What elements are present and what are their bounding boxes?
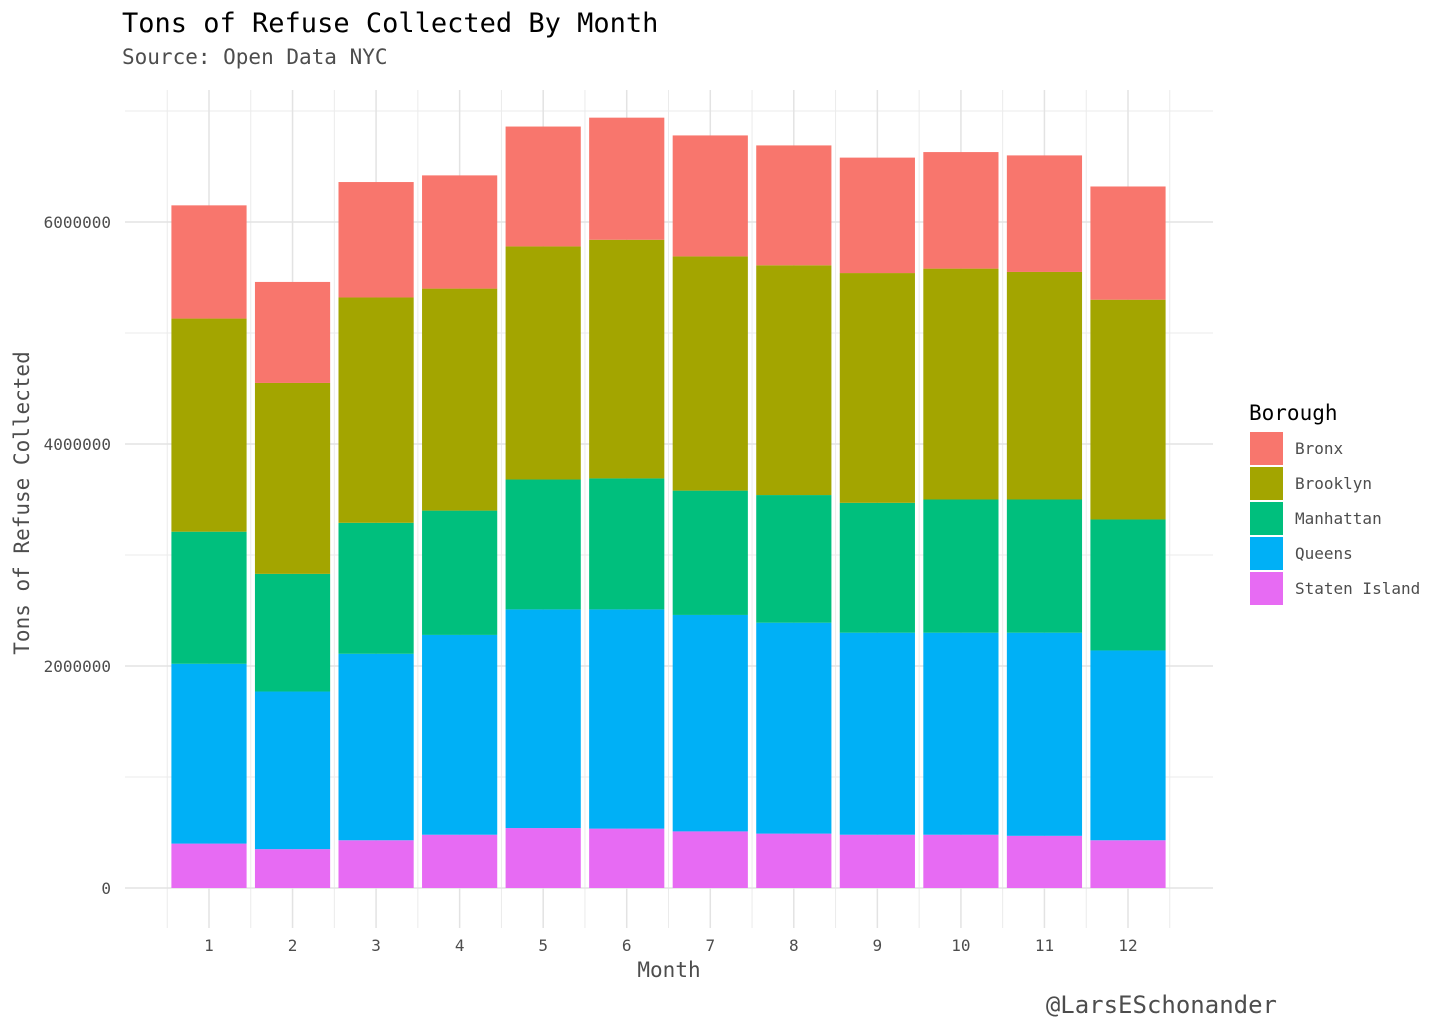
bar-brooklyn-month-10	[923, 268, 999, 500]
y-tick-label: 6000000	[44, 213, 111, 232]
bar-manhattan-month-9	[839, 502, 915, 633]
bar-staten-island-month-3	[338, 840, 414, 888]
bar-bronx-month-12	[1090, 186, 1166, 300]
bar-brooklyn-month-11	[1006, 271, 1083, 500]
x-axis-title: Month	[637, 958, 700, 982]
legend-key-queens	[1250, 537, 1283, 570]
bar-manhattan-month-12	[1090, 519, 1166, 651]
bar-bronx-month-1	[171, 205, 247, 319]
bar-bronx-month-9	[839, 157, 915, 274]
bar-brooklyn-month-4	[422, 288, 498, 511]
legend-label-brooklyn: Brooklyn	[1295, 474, 1372, 493]
y-tick-label: 0	[101, 879, 111, 898]
bar-brooklyn-month-6	[589, 239, 665, 479]
x-tick-label: 5	[538, 936, 548, 955]
x-tick-label: 6	[622, 936, 632, 955]
legend-key-bronx	[1250, 432, 1283, 465]
bar-queens-month-1	[171, 663, 247, 844]
legend-key-staten-island	[1250, 572, 1283, 605]
bar-queens-month-12	[1090, 650, 1166, 841]
bar-brooklyn-month-9	[839, 273, 915, 503]
bar-staten-island-month-1	[171, 843, 247, 888]
bar-brooklyn-month-1	[171, 318, 247, 532]
y-tick-label: 2000000	[44, 657, 111, 676]
bar-brooklyn-month-3	[338, 297, 414, 523]
bar-staten-island-month-12	[1090, 840, 1166, 888]
legend-key-brooklyn	[1250, 467, 1283, 500]
x-tick-label: 3	[371, 936, 381, 955]
x-axis-ticks: 1 2 3 4 5 6 7 8 9 10 11 12	[204, 936, 1137, 955]
bar-queens-month-7	[672, 614, 748, 832]
bar-staten-island-month-5	[505, 828, 581, 888]
bar-manhattan-month-1	[171, 531, 247, 664]
bar-staten-island-month-11	[1006, 835, 1083, 888]
legend-label-staten-island: Staten Island	[1295, 579, 1420, 598]
y-axis-ticks: 0 2000000 4000000 6000000	[44, 213, 111, 898]
bar-manhattan-month-5	[505, 479, 581, 610]
bar-brooklyn-month-5	[505, 246, 581, 480]
bar-bronx-month-7	[672, 135, 748, 257]
y-tick-label: 4000000	[44, 435, 111, 454]
bar-staten-island-month-9	[839, 834, 915, 888]
bar-brooklyn-month-8	[756, 265, 832, 496]
bar-manhattan-month-2	[254, 573, 331, 692]
x-tick-label: 4	[455, 936, 465, 955]
legend-label-manhattan: Manhattan	[1295, 509, 1382, 528]
legend-label-queens: Queens	[1295, 544, 1353, 563]
y-axis-title: Tons of Refuse Collected	[10, 351, 34, 654]
bar-bronx-month-11	[1006, 155, 1083, 272]
bar-queens-month-10	[923, 632, 999, 835]
bar-manhattan-month-11	[1006, 499, 1083, 633]
bar-bronx-month-10	[923, 152, 999, 269]
bar-brooklyn-month-2	[254, 382, 331, 574]
x-tick-label: 9	[873, 936, 883, 955]
bar-queens-month-4	[422, 634, 498, 835]
bar-manhattan-month-6	[589, 478, 665, 610]
bar-queens-month-8	[756, 622, 832, 834]
bar-queens-month-9	[839, 632, 915, 835]
bar-bronx-month-3	[338, 182, 414, 298]
bar-manhattan-month-10	[923, 499, 999, 633]
bar-brooklyn-month-7	[672, 256, 748, 491]
bar-manhattan-month-3	[338, 522, 414, 654]
bar-queens-month-5	[505, 609, 581, 829]
x-tick-label: 2	[288, 936, 298, 955]
bar-staten-island-month-6	[589, 828, 665, 888]
x-tick-label: 12	[1118, 936, 1137, 955]
bar-bronx-month-6	[589, 117, 665, 240]
bar-staten-island-month-10	[923, 834, 999, 888]
chart-subtitle: Source: Open Data NYC	[122, 45, 388, 69]
legend-label-bronx: Bronx	[1295, 439, 1344, 458]
bar-bronx-month-5	[505, 126, 581, 247]
bar-queens-month-6	[589, 609, 665, 829]
bar-manhattan-month-8	[756, 495, 832, 623]
x-tick-label: 1	[204, 936, 214, 955]
legend-title: Borough	[1249, 401, 1338, 425]
bar-bronx-month-8	[756, 145, 832, 266]
bar-bronx-month-4	[422, 175, 498, 289]
bar-brooklyn-month-12	[1090, 299, 1166, 520]
x-tick-label: 7	[705, 936, 715, 955]
bar-queens-month-11	[1006, 632, 1083, 836]
bar-staten-island-month-4	[422, 834, 498, 888]
bar-stacks	[171, 117, 1166, 888]
x-tick-label: 10	[951, 936, 970, 955]
bar-queens-month-2	[254, 691, 331, 850]
x-tick-label: 11	[1035, 936, 1054, 955]
bar-manhattan-month-7	[672, 490, 748, 615]
bar-staten-island-month-7	[672, 831, 748, 888]
bar-bronx-month-2	[254, 281, 331, 383]
x-tick-label: 8	[789, 936, 799, 955]
legend-key-manhattan	[1250, 502, 1283, 535]
bar-staten-island-month-2	[254, 849, 331, 888]
chart-title: Tons of Refuse Collected By Month	[122, 8, 658, 39]
bar-staten-island-month-8	[756, 833, 832, 888]
chart-caption: @LarsESchonander	[1046, 991, 1277, 1019]
bar-manhattan-month-4	[422, 510, 498, 635]
bar-queens-month-3	[338, 653, 414, 841]
legend: Borough Bronx Brooklyn Manhattan Queens Stat…	[1249, 401, 1420, 605]
